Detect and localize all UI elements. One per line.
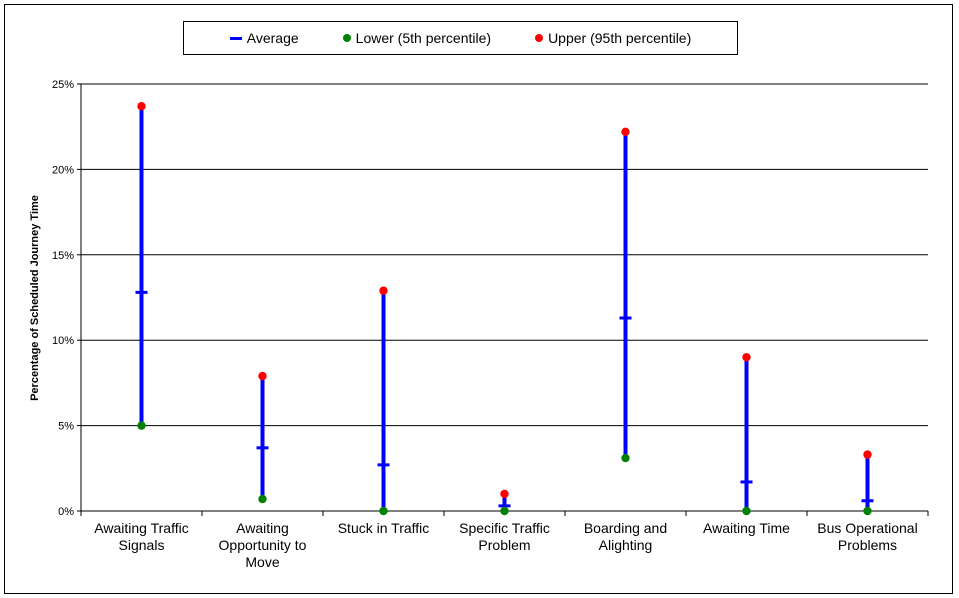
upper-point xyxy=(379,286,388,295)
upper-point xyxy=(137,102,146,111)
legend-lower-label: Lower (5th percentile) xyxy=(355,30,492,46)
lower-point xyxy=(742,506,751,516)
x-tick-label: Specific Traffic Problem xyxy=(459,520,550,553)
legend-item-lower: Lower (5th percentile) xyxy=(342,30,492,46)
x-tick-label: Awaiting Opportunity to Move xyxy=(219,520,307,570)
legend-average-marker xyxy=(229,36,242,40)
legend-item-upper: Upper (95th percentile) xyxy=(535,30,691,46)
x-tick-label: Boarding and Alighting xyxy=(584,520,667,553)
y-tick-label: 0% xyxy=(58,506,74,518)
x-tick-labels: Awaiting Traffic Signals Awaiting Opportuni… xyxy=(94,520,917,570)
x-tick-label: Bus Operational Problems xyxy=(817,520,917,553)
legend-item-average: Average xyxy=(229,30,299,46)
y-tick-labels: 0% 5% 10% 15% 20% 25% xyxy=(52,79,74,518)
lower-point xyxy=(137,421,146,430)
y-tick-label: 25% xyxy=(52,79,74,91)
y-tick-label: 5% xyxy=(58,421,74,433)
legend: Average Lower (5th percentile) Upper (95… xyxy=(183,21,738,55)
legend-upper-label: Upper (95th percentile) xyxy=(548,30,692,46)
legend-lower-marker xyxy=(342,34,351,42)
y-tick-label: 20% xyxy=(52,164,74,176)
upper-point xyxy=(742,353,751,362)
lower-point xyxy=(863,506,872,516)
data-marks xyxy=(135,102,874,516)
y-axis-label: Percentage of Scheduled Journey Time xyxy=(29,195,41,401)
legend-average-label: Average xyxy=(246,30,299,46)
x-tick-label: Awaiting Traffic Signals xyxy=(94,520,188,553)
legend-upper-marker xyxy=(535,34,544,42)
y-tick-label: 10% xyxy=(52,335,74,347)
axes xyxy=(77,83,929,516)
lower-point xyxy=(621,453,630,463)
upper-point xyxy=(621,127,630,137)
upper-point xyxy=(500,489,509,499)
lower-point xyxy=(379,506,388,516)
x-tick-label: Stuck in Traffic xyxy=(338,520,430,536)
y-tick-label: 15% xyxy=(52,250,74,262)
upper-point xyxy=(258,371,267,381)
lower-point xyxy=(258,494,267,504)
gridlines xyxy=(81,83,928,427)
chart-frame xyxy=(4,4,953,594)
upper-point xyxy=(863,450,872,459)
x-tick-label: Awaiting Time xyxy=(703,520,790,536)
lower-point xyxy=(500,506,509,516)
